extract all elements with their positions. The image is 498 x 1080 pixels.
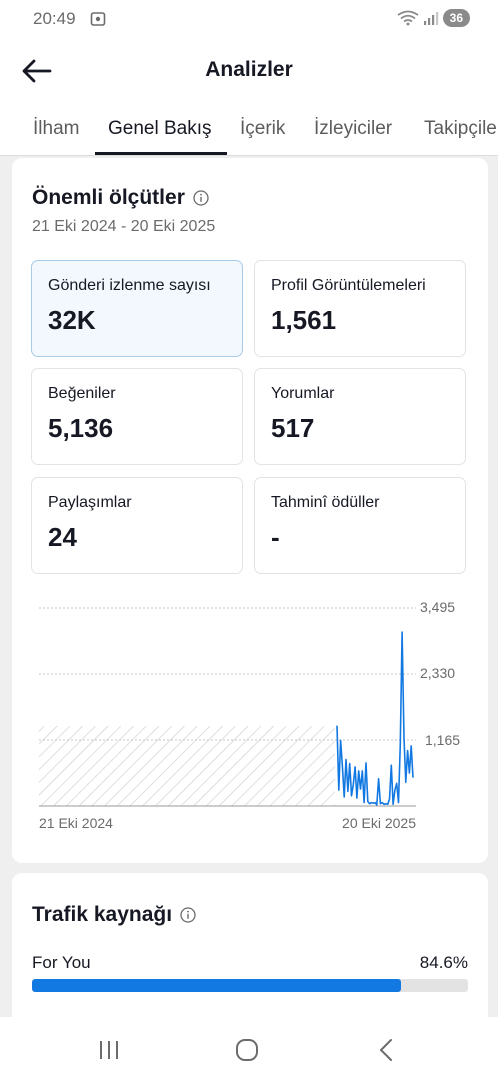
metric-likes[interactable]: Beğeniler 5,136 bbox=[31, 368, 243, 465]
home-icon[interactable] bbox=[234, 1037, 260, 1063]
metric-label: Profil Görüntülemeleri bbox=[271, 277, 426, 294]
battery-icon: 36 bbox=[442, 9, 470, 27]
key-metrics-title-text: Önemli ölçütler bbox=[32, 186, 185, 209]
metric-post-views[interactable]: Gönderi izlenme sayısı 32K bbox=[31, 260, 243, 357]
tab-ilham[interactable]: İlham bbox=[33, 118, 80, 139]
views-chart[interactable]: 3,495 2,330 1,165 21 Eki 2024 20 Eki 202… bbox=[32, 598, 472, 838]
active-tab-indicator bbox=[95, 152, 227, 155]
tab-genel-bakis[interactable]: Genel Bakış bbox=[108, 118, 212, 139]
system-nav-bar bbox=[0, 1017, 498, 1080]
traffic-source-title-text: Trafik kaynağı bbox=[32, 903, 173, 926]
metric-shares[interactable]: Paylaşımlar 24 bbox=[31, 477, 243, 574]
metric-label: Gönderi izlenme sayısı bbox=[48, 277, 211, 294]
key-metrics-card: Önemli ölçütler 21 Eki 2024 - 20 Eki 202… bbox=[12, 158, 488, 863]
metric-profile-views[interactable]: Profil Görüntülemeleri 1,561 bbox=[254, 260, 466, 357]
app-bar: Analizler bbox=[0, 40, 498, 102]
tab-icerik[interactable]: İçerik bbox=[240, 118, 286, 139]
status-bar: 20:49 36 bbox=[0, 0, 498, 40]
traffic-source-card: Trafik kaynağı For You 84.6% bbox=[12, 873, 488, 1033]
metric-comments[interactable]: Yorumlar 517 bbox=[254, 368, 466, 465]
tab-bar: İlham Genel Bakış İçerik İzleyiciler Tak… bbox=[0, 102, 498, 156]
x-tick-label-end: 20 Eki 2025 bbox=[342, 815, 416, 831]
x-tick-label-start: 21 Eki 2024 bbox=[39, 815, 113, 831]
metric-value: 32K bbox=[48, 305, 96, 335]
key-metrics-title: Önemli ölçütler bbox=[32, 186, 209, 210]
no-data-hatched-area bbox=[39, 726, 335, 806]
page-title: Analizler bbox=[205, 58, 293, 81]
y-tick-label: 2,330 bbox=[420, 665, 455, 681]
tab-izleyiciler[interactable]: İzleyiciler bbox=[314, 118, 393, 139]
metric-value: 517 bbox=[271, 413, 315, 443]
traffic-progress-fill bbox=[32, 979, 401, 992]
status-time: 20:49 bbox=[33, 9, 76, 28]
signal-icon bbox=[423, 12, 438, 25]
metric-value: 5,136 bbox=[48, 413, 114, 443]
nav-back-icon[interactable] bbox=[374, 1037, 400, 1063]
traffic-source-value: 84.6% bbox=[419, 953, 468, 972]
traffic-progress-track bbox=[32, 979, 468, 992]
metric-value: 24 bbox=[48, 522, 77, 552]
wifi-icon bbox=[397, 10, 419, 26]
metric-label: Yorumlar bbox=[271, 385, 335, 402]
metric-estimated-rewards[interactable]: Tahminî ödüller - bbox=[254, 477, 466, 574]
y-tick-label: 1,165 bbox=[425, 732, 460, 748]
metric-label: Beğeniler bbox=[48, 385, 116, 402]
traffic-source-label: For You bbox=[32, 953, 91, 972]
status-icons: 36 bbox=[397, 9, 470, 27]
views-series-line bbox=[336, 631, 414, 806]
tab-takipciler[interactable]: Takipçiler bbox=[424, 118, 498, 139]
info-icon[interactable] bbox=[193, 190, 209, 206]
recent-apps-icon[interactable] bbox=[96, 1037, 122, 1063]
traffic-source-title: Trafik kaynağı bbox=[32, 903, 196, 927]
screen-record-icon bbox=[90, 12, 106, 26]
y-tick-label: 3,495 bbox=[420, 599, 455, 615]
back-arrow-icon[interactable] bbox=[20, 54, 54, 88]
metric-value: 1,561 bbox=[271, 305, 337, 335]
date-range: 21 Eki 2024 - 20 Eki 2025 bbox=[32, 218, 216, 235]
metric-value: - bbox=[271, 522, 280, 552]
metric-label: Tahminî ödüller bbox=[271, 494, 380, 511]
info-icon[interactable] bbox=[180, 907, 196, 923]
metric-label: Paylaşımlar bbox=[48, 494, 132, 511]
